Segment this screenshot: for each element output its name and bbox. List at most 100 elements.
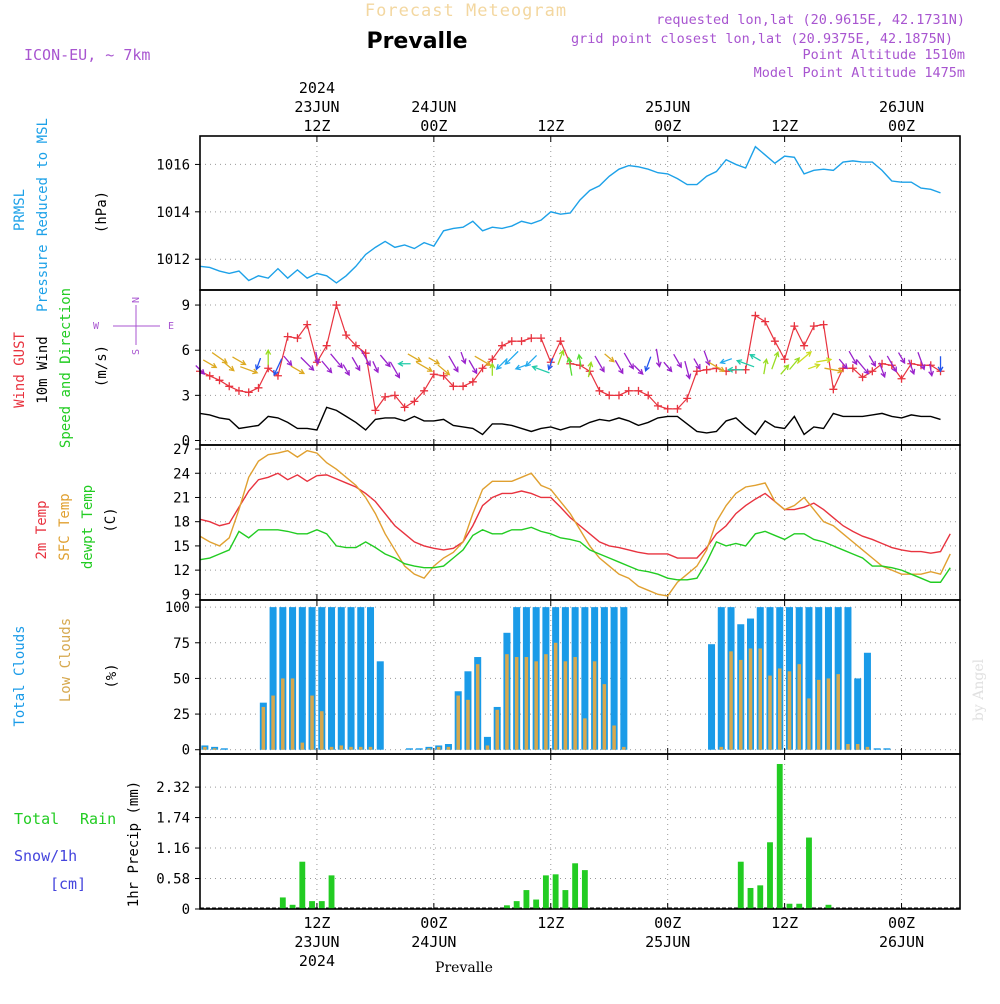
wind-label-gust: Wind GUST <box>12 332 28 408</box>
y-tick-label: 9 <box>182 298 190 314</box>
bottom-time-label: 00Z <box>420 914 447 932</box>
model-altitude: Model Point Altitude 1475m <box>754 65 965 81</box>
gust-point <box>429 370 438 379</box>
total-cloud-bar <box>708 644 716 750</box>
rain-bar <box>737 861 744 909</box>
total-cloud-bar <box>298 607 306 750</box>
wind-arrow <box>531 365 550 374</box>
rain-bar <box>552 874 559 909</box>
gust-point <box>498 341 507 350</box>
top-time-label: 2024 <box>299 79 335 97</box>
y-tick-label: 1014 <box>156 205 190 221</box>
gust-point <box>517 337 526 346</box>
location-title: Prevalle <box>366 29 467 54</box>
panel-frame <box>199 444 961 601</box>
gust-point <box>342 331 351 340</box>
low-cloud-bar <box>514 657 519 750</box>
wind-arrow <box>504 350 519 366</box>
watermark: by Angel <box>971 658 987 721</box>
gust-point <box>868 367 877 376</box>
wind-arrow <box>232 356 247 366</box>
wind-arrow <box>525 354 538 367</box>
wind-arrow <box>816 357 833 364</box>
gust-point <box>439 371 448 380</box>
low-cloud-bar <box>836 674 840 750</box>
low-cloud-bar <box>729 651 733 750</box>
wind-arrow <box>372 361 379 374</box>
low-cloud-bar <box>719 746 724 750</box>
total-cloud-bar <box>220 748 228 750</box>
gust-point <box>761 317 770 326</box>
low-cloud-bar <box>739 659 743 750</box>
panel-precip: 0 0.58 1.16 1.74 2.32 <box>156 753 961 918</box>
panel-wind: 0 3 6 9 <box>182 289 961 449</box>
rain-bar <box>767 842 773 909</box>
total-cloud-bar <box>415 748 423 750</box>
wind-arrow <box>547 357 554 371</box>
y-tick-label: 1.74 <box>156 811 190 827</box>
gust-point <box>858 373 867 382</box>
gust-point <box>449 382 458 391</box>
wind-arrow <box>693 358 701 371</box>
low-cloud-bar <box>826 678 831 750</box>
gust-line <box>199 302 941 412</box>
bottom-time-label: 26JUN <box>879 933 924 951</box>
top-time-label: 24JUN <box>411 98 456 116</box>
wind-arrow <box>614 359 624 375</box>
rain-bar <box>825 904 832 909</box>
wind-arrow <box>202 359 218 369</box>
y-tick-label: 1016 <box>156 157 190 173</box>
wind-arrow <box>735 359 755 368</box>
gust-point <box>780 355 789 364</box>
wind-arrow <box>587 361 594 378</box>
wind-arrow <box>594 355 605 373</box>
gust-point <box>595 386 604 395</box>
gust-point <box>371 406 380 415</box>
y-tick-label: 1012 <box>156 252 190 268</box>
low-cloud-bar <box>524 657 529 750</box>
gust-point <box>351 341 360 350</box>
low-cloud-bar <box>777 668 782 750</box>
gust-point <box>897 374 906 383</box>
compass-n: N <box>131 297 142 303</box>
wind-speed-line <box>199 406 941 436</box>
wind-arrow <box>908 359 916 376</box>
wind-arrow <box>868 355 876 368</box>
low-cloud-bar <box>758 648 763 750</box>
total-cloud-bar <box>376 661 384 750</box>
low-cloud-bar <box>622 746 626 750</box>
precip-label-rain: Rain <box>80 810 116 828</box>
wind-arrow <box>330 353 344 369</box>
low-cloud-bar <box>203 746 207 750</box>
gust-point <box>400 403 409 412</box>
chart-title: Forecast Meteogram <box>365 1 567 21</box>
low-cloud-bar <box>855 744 860 750</box>
rain-bar <box>572 863 579 909</box>
wind-label-dir: Speed and Direction <box>58 288 74 448</box>
low-cloud-bar <box>368 746 373 750</box>
rain-bar <box>581 870 588 909</box>
rain-bar <box>513 901 520 909</box>
panel-frame <box>199 135 961 291</box>
rain-bar <box>328 875 335 909</box>
low-cloud-bar <box>807 698 811 750</box>
total-cloud-bar <box>844 607 852 750</box>
gust-point <box>614 391 623 400</box>
low-cloud-bar <box>534 661 538 750</box>
gust-point <box>692 367 701 376</box>
wind-arrow <box>428 357 441 365</box>
gust-point <box>332 301 341 310</box>
panel-temperature: 9 12 15 18 21 24 27 <box>173 442 961 603</box>
rain-bar <box>318 901 325 909</box>
wind-arrow <box>655 348 662 368</box>
low-cloud-bar <box>359 746 363 750</box>
wind-arrow <box>314 351 321 365</box>
total-cloud-bar <box>873 748 881 750</box>
total-cloud-bar <box>483 736 491 750</box>
low-cloud-bar <box>300 742 305 750</box>
gust-point <box>527 334 536 343</box>
precip-label-cm: [cm] <box>50 875 86 893</box>
low-cloud-bar <box>320 711 324 750</box>
bottom-time-label: 12Z <box>303 914 330 932</box>
